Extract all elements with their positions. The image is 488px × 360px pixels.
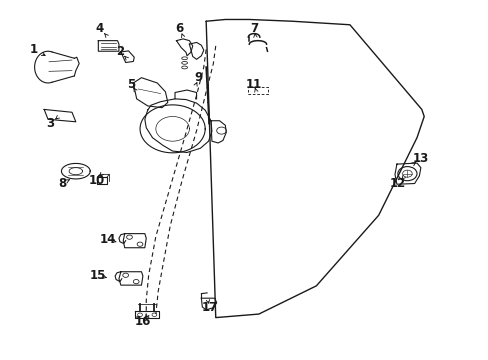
Text: 16: 16	[134, 315, 151, 328]
Text: 17: 17	[202, 301, 218, 314]
Text: 1: 1	[29, 43, 38, 56]
Text: 5: 5	[127, 78, 135, 91]
Text: 6: 6	[175, 22, 183, 35]
Text: 3: 3	[46, 117, 54, 130]
Text: 12: 12	[389, 177, 405, 190]
Text: 15: 15	[90, 270, 106, 283]
Text: 2: 2	[116, 45, 124, 58]
Text: 4: 4	[96, 22, 103, 35]
Text: 11: 11	[245, 78, 262, 91]
Text: 13: 13	[412, 152, 428, 165]
Text: 10: 10	[89, 174, 105, 187]
Text: 8: 8	[58, 177, 66, 190]
Text: 7: 7	[249, 22, 258, 35]
Text: 14: 14	[100, 234, 116, 247]
Text: 9: 9	[194, 71, 203, 84]
